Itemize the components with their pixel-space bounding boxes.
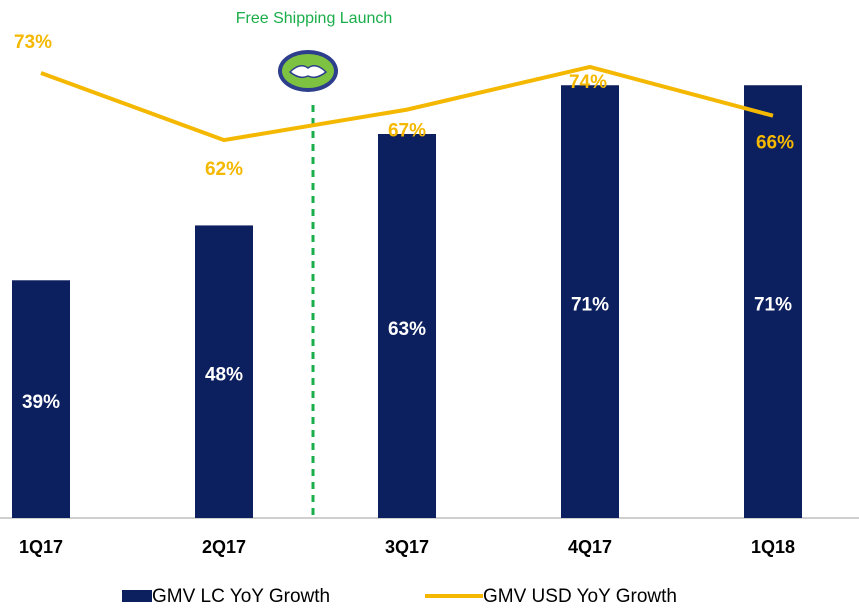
bar-label: 71%	[571, 295, 609, 316]
bar	[744, 85, 802, 518]
line-label: 74%	[569, 72, 607, 93]
line-label: 67%	[388, 121, 426, 142]
line-label: 73%	[14, 32, 52, 53]
line-label: 62%	[205, 159, 243, 180]
line	[40, 64, 774, 143]
line-label: 66%	[756, 133, 794, 154]
bar	[195, 225, 253, 518]
bar	[378, 134, 436, 518]
bar-label: 39%	[22, 392, 60, 413]
bar-label: 71%	[754, 295, 792, 316]
bar	[561, 85, 619, 518]
bar-label: 48%	[205, 365, 243, 386]
x-tick-label: 4Q17	[568, 537, 612, 557]
legend-label: GMV USD YoY Growth	[483, 586, 677, 607]
legend-label: GMV LC YoY Growth	[152, 586, 330, 607]
bar	[12, 280, 70, 518]
logo	[278, 50, 338, 92]
x-tick-label: 3Q17	[385, 537, 429, 557]
x-tick-label: 1Q18	[751, 537, 795, 557]
bar-label: 63%	[388, 319, 426, 340]
x-tick-label: 1Q17	[19, 537, 63, 557]
x-tick-label: 2Q17	[202, 537, 246, 557]
legend-swatch	[122, 590, 152, 602]
annotation: Free Shipping Launch	[236, 10, 393, 27]
